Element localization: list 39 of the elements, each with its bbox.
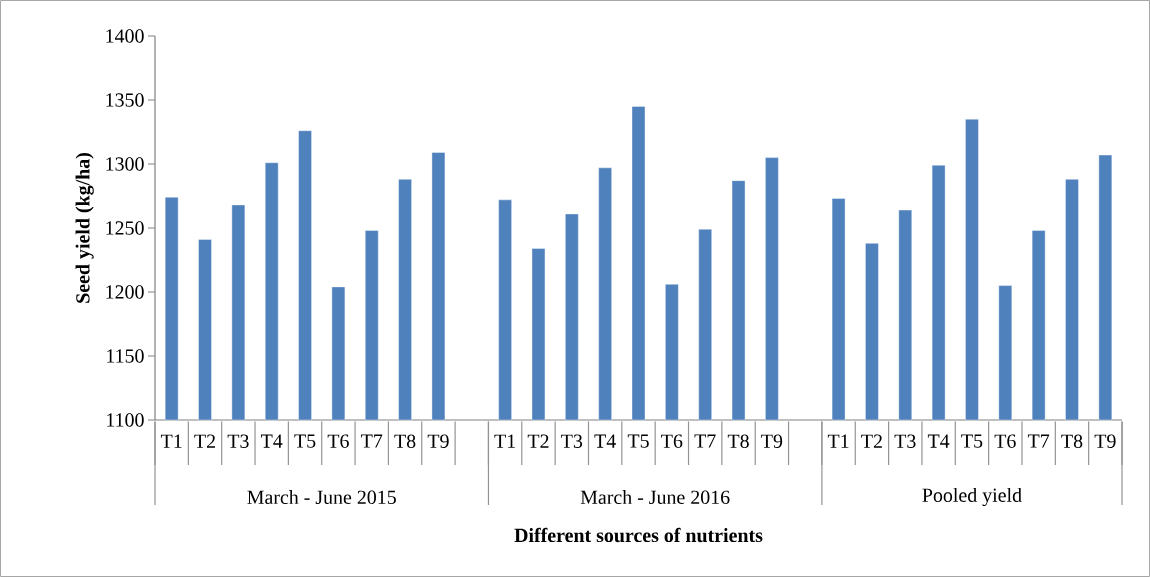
x-tick-label: T3	[894, 434, 916, 448]
x-tick-label: T6	[661, 434, 683, 448]
x-axis-title: Different sources of nutrients	[514, 527, 763, 543]
text: March - June 2016	[580, 489, 730, 504]
x-tick-label: T2	[527, 434, 549, 448]
x-tick-label: T5	[961, 434, 983, 448]
y-axis-title: Seed yield (kg/ha)	[75, 153, 94, 303]
x-tick-label: T1	[160, 434, 182, 448]
x-tick-label: T4	[927, 434, 950, 448]
x-tick-label: T7	[361, 434, 383, 448]
x-tick-label: T9	[427, 434, 449, 448]
x-tick-label: T8	[727, 434, 749, 448]
y-tick-label: 1150	[107, 349, 144, 363]
y-tick-label: 1350	[106, 93, 144, 107]
y-tick-label: 1300	[106, 157, 144, 171]
text: Pooled yield	[922, 487, 1022, 507]
x-tick-label: T9	[1094, 434, 1116, 448]
x-tick-label: T9	[761, 434, 783, 448]
x-tick-label: T6	[994, 434, 1016, 448]
text: March - June 2015	[247, 489, 396, 504]
x-tick-label: T4	[261, 434, 283, 448]
y-tick-label: 1250	[106, 221, 144, 235]
x-tick-label: T2	[861, 434, 882, 448]
x-tick-label: T1	[827, 434, 849, 448]
x-tick-label: T8	[394, 434, 416, 448]
x-tick-label: T8	[1061, 434, 1083, 448]
x-tick-label: T7	[1027, 434, 1050, 448]
x-tick-label: T7	[694, 434, 716, 448]
x-tick-label: T3	[227, 434, 249, 448]
y-tick-label: 1100	[107, 413, 144, 427]
x-tick-label: T2	[194, 434, 215, 448]
x-tick-label: T1	[494, 434, 515, 448]
y-tick-label: 1400	[106, 29, 144, 43]
x-tick-label: T3	[561, 434, 583, 448]
y-tick-label: 1200	[106, 285, 144, 299]
x-tick-label: T6	[327, 434, 349, 448]
x-tick-label: T4	[594, 434, 616, 448]
x-tick-label: T5	[294, 434, 316, 448]
x-tick-label: T5	[627, 434, 649, 448]
